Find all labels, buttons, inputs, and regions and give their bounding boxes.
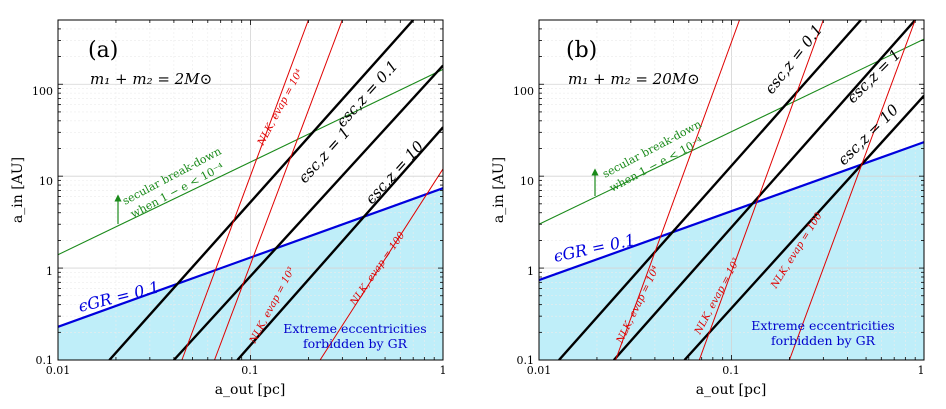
eps-sc-10-line (683, 94, 924, 360)
gr-region-label: Extreme eccentricities (751, 318, 894, 333)
y-tick-label: 0.1 (36, 354, 54, 367)
mass-label: m₁ + m₂ = 2M⊙ (90, 70, 212, 88)
nlk-1e4-line (181, 20, 309, 360)
x-tick-label: 0.01 (527, 364, 552, 377)
y-axis-title: a_in [AU] (10, 157, 26, 223)
x-axis-title: a_out [pc] (215, 382, 286, 398)
gr-region-label: forbidden by GR (303, 336, 408, 351)
eps-sc-1-line (173, 64, 443, 360)
y-tick-label: 10 (39, 175, 53, 188)
y-tick-label: 1 (46, 265, 53, 278)
mass-label: m₁ + m₂ = 20M⊙ (568, 70, 700, 88)
tick-marks (538, 19, 924, 361)
y-tick-label: 1 (527, 265, 534, 278)
secular-breakdown-line (58, 68, 443, 256)
x-axis-title: a_out [pc] (696, 382, 767, 398)
panel-a: 0.1 1 10 100 0.01 0.1 1 a_out [pc] a_in … (10, 19, 447, 398)
nlk-1e3-line (214, 20, 343, 360)
x-tick-label: 0.1 (241, 364, 259, 377)
secular-breakdown-line (539, 38, 924, 225)
x-tick-label: 1 (918, 364, 925, 377)
x-tick-label: 1 (440, 364, 447, 377)
eps-gr-line (58, 187, 443, 328)
x-tick-label: 0.01 (46, 364, 71, 377)
panel-label: (a) (88, 38, 118, 63)
eps-sc-1-line (613, 20, 917, 360)
panel-label: (b) (566, 38, 597, 63)
nlk-1e4-line (615, 20, 740, 360)
y-tick-label: 10 (520, 175, 534, 188)
nlk-1e3-line (698, 20, 824, 360)
tick-marks (57, 19, 443, 361)
y-axis-title: a_in [AU] (491, 157, 507, 223)
y-tick-label: 100 (32, 85, 53, 98)
y-tick-label: 0.1 (517, 354, 535, 367)
grid (539, 20, 924, 360)
nlk-100-line (319, 168, 443, 360)
panel-b: 0.1 1 10 100 0.01 0.1 1 a_out [pc] a_in … (491, 19, 925, 398)
eps-sc-0-1-line (108, 20, 415, 360)
grid (58, 20, 443, 360)
x-tick-label: 0.1 (722, 364, 740, 377)
gr-region-label: forbidden by GR (771, 333, 876, 348)
eps-sc-10-line (236, 126, 443, 360)
gr-region-label: Extreme eccentricities (283, 321, 426, 336)
nlk-100-line (788, 20, 916, 360)
y-tick-label: 100 (513, 85, 534, 98)
eps-sc-0-1-line (558, 20, 862, 360)
